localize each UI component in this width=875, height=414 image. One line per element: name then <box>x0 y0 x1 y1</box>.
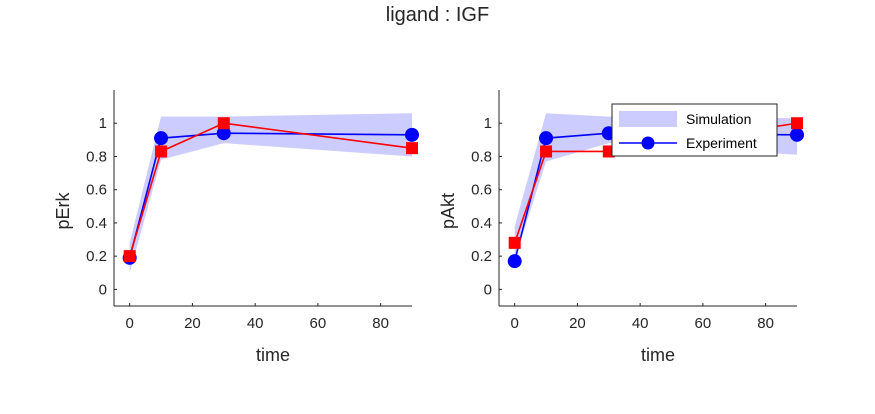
simulation_line-point <box>217 117 230 130</box>
x-axis-label: time <box>641 345 675 365</box>
y-tick-label: 0.8 <box>86 148 107 165</box>
simulation_line-point <box>406 142 418 155</box>
x-tick-label: 40 <box>247 315 264 332</box>
x-tick-label: 80 <box>757 315 774 332</box>
figure-title: ligand : IGF <box>385 4 490 26</box>
legend-entry-experiment: Experiment <box>686 135 757 151</box>
x-tick-label: 60 <box>695 315 712 332</box>
y-tick-label: 0.2 <box>86 248 107 265</box>
x-tick-label: 60 <box>310 315 327 332</box>
simulation_line-point <box>540 145 553 158</box>
y-tick-label: 0.2 <box>471 248 492 265</box>
y-axis-label: pErk <box>53 191 73 229</box>
legend: Simulation Experiment <box>611 103 778 157</box>
y-tick-label: 0 <box>99 281 107 298</box>
x-axis-label: time <box>256 345 290 365</box>
x-tick-label: 40 <box>632 315 649 332</box>
y-tick-label: 0.6 <box>86 182 107 199</box>
simulation_line-point <box>508 236 521 249</box>
legend-simulation-swatch <box>619 111 677 127</box>
x-tick-label: 0 <box>126 315 134 332</box>
experiment-point <box>790 127 804 142</box>
y-tick-label: 1 <box>99 115 107 132</box>
legend-entry-simulation: Simulation <box>686 111 751 127</box>
y-tick-label: 0 <box>484 281 492 298</box>
y-tick-label: 0.4 <box>471 215 492 232</box>
legend-experiment-marker <box>641 136 655 150</box>
simulation_line-point <box>791 117 803 130</box>
y-tick-label: 1 <box>484 115 492 132</box>
experiment-point <box>154 131 169 146</box>
y-tick-label: 0.4 <box>86 215 107 232</box>
experiment-point <box>539 131 554 146</box>
x-tick-label: 80 <box>372 315 389 332</box>
simulation_line-line <box>128 122 413 257</box>
simulation_line-point <box>155 145 168 158</box>
experiment-point <box>507 254 522 269</box>
simulation-band <box>129 113 412 273</box>
x-tick-label: 20 <box>569 315 586 332</box>
y-axis-label: pAkt <box>438 193 458 229</box>
simulation_line-point <box>123 250 136 263</box>
panel-1: 0 20 40 60 80 0 0.2 0.4 0.6 0.8 1 time pErk <box>53 90 419 365</box>
experiment-point <box>405 127 419 142</box>
y-tick-label: 0.8 <box>471 148 492 165</box>
y-tick-label: 0.6 <box>471 182 492 199</box>
x-tick-label: 0 <box>511 315 519 332</box>
experiment-line <box>128 132 413 259</box>
x-tick-label: 20 <box>184 315 201 332</box>
